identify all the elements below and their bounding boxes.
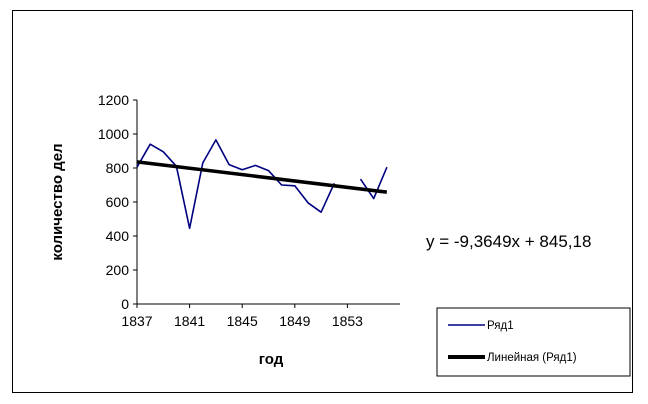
series-line-ryad1 [359,166,388,200]
y-tick-labels: 0 200 400 600 800 1000 1200 [98,92,129,312]
x-tick-label: 1853 [332,313,363,329]
legend-box [436,307,631,377]
x-tick-label: 1849 [279,313,310,329]
y-tick-label: 200 [106,262,130,278]
y-tick-label: 0 [121,296,129,312]
series-layer [136,139,388,230]
x-tick-label: 1841 [174,313,205,329]
y-tick-label: 1000 [98,126,129,142]
x-tick-label: 1837 [121,313,152,329]
x-tick-label: 1845 [227,313,258,329]
y-axis-title: количество дел [49,143,66,260]
y-tick-label: 1200 [98,92,129,108]
legend: Ряд1 Линейная (Ряд1) [436,307,631,377]
y-tick-label: 800 [106,160,130,176]
trendline [136,160,388,194]
x-axis-title: год [259,351,284,368]
x-tick-labels: 1837 1841 1845 1849 1853 [121,313,363,329]
axes [133,99,400,308]
legend-label-trendline: Линейная (Ряд1) [487,352,577,364]
series-line-ryad1 [136,139,336,230]
y-tick-label: 400 [106,228,130,244]
y-tick-label: 600 [106,194,130,210]
legend-label-series-1: Ряд1 [487,320,514,332]
trendline-equation: y = -9,3649x + 845,18 [426,232,591,251]
